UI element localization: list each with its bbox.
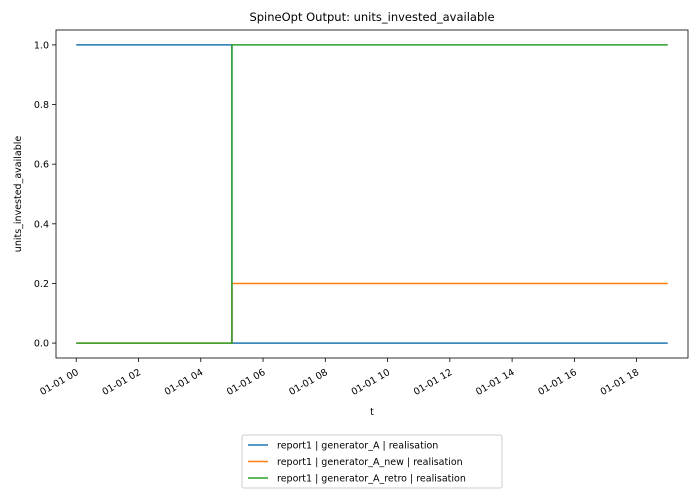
x-axis-label: t (370, 407, 374, 418)
y-tick-label: 0.4 (34, 219, 49, 230)
legend-label-3: report1 | generator_A_retro | realisatio… (277, 474, 466, 485)
y-tick-label: 1.0 (34, 40, 49, 51)
y-tick-label: 0.6 (34, 160, 49, 171)
chart-title: SpineOpt Output: units_invested_availabl… (249, 10, 494, 24)
legend: report1 | generator_A | realisation repor… (241, 434, 503, 489)
legend-frame (241, 434, 503, 489)
legend-label-1: report1 | generator_A | realisation (277, 441, 438, 452)
series-layer (76, 44, 668, 344)
y-tick-label: 0.8 (34, 100, 49, 111)
legend-label-2: report1 | generator_A_new | realisation (277, 457, 463, 468)
y-tick-label: 0.2 (34, 279, 49, 290)
axes-frame (55, 29, 689, 359)
y-axis: 0.0 0.2 0.4 0.6 0.8 1.0 (34, 40, 56, 350)
y-axis-label: units_invested_available (13, 136, 24, 253)
y-tick-label: 0.0 (34, 339, 49, 350)
series-line-3 (76, 44, 668, 344)
